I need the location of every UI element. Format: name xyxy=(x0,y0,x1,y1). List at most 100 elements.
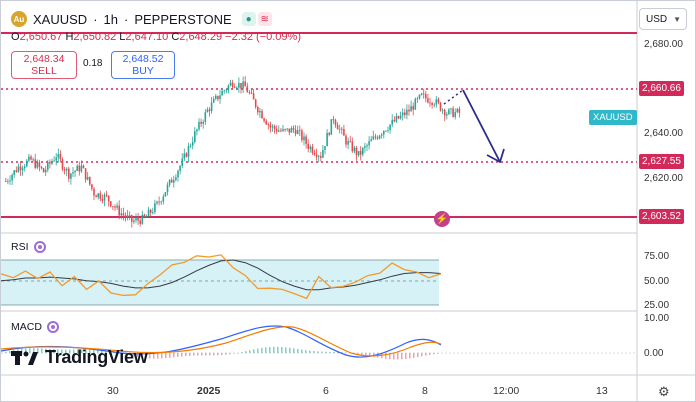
candle-body xyxy=(187,146,190,157)
candle-body xyxy=(233,86,236,88)
candle-body xyxy=(131,215,133,222)
price-label-support[interactable]: 2,627.55 xyxy=(639,154,684,169)
candle-body xyxy=(244,81,246,87)
macd-histogram-bar xyxy=(73,349,75,353)
rsi-pane-label[interactable]: RSI xyxy=(11,241,46,253)
sell-button[interactable]: 2,648.34 SELL xyxy=(11,51,77,79)
candle-body xyxy=(236,87,238,89)
candle-body xyxy=(7,181,9,183)
candle-body xyxy=(328,132,330,135)
macd-histogram-bar xyxy=(433,353,435,355)
candle-body xyxy=(240,82,242,89)
candle-body xyxy=(427,98,429,103)
candle-body xyxy=(78,165,81,172)
candle-body xyxy=(311,146,314,153)
candle-body xyxy=(164,192,167,197)
price-label-bottom[interactable]: 2,603.52 xyxy=(639,209,684,224)
symbol-price-tag: XAUUSD xyxy=(589,110,637,125)
indicator-settings-icon[interactable] xyxy=(33,241,46,253)
macd-histogram-bar xyxy=(173,353,175,358)
market-open-icon[interactable]: ● xyxy=(241,12,256,26)
macd-histogram-bar xyxy=(197,353,199,356)
candle-body xyxy=(61,159,64,170)
gear-icon[interactable]: ⚙ xyxy=(658,384,670,399)
candle-body xyxy=(154,203,156,212)
indicator-settings-icon[interactable] xyxy=(46,321,59,333)
candle-body xyxy=(439,102,442,111)
macd-histogram-bar xyxy=(265,347,267,353)
candle-body xyxy=(95,195,97,198)
lightning-icon[interactable]: ⚡ xyxy=(434,211,450,227)
candle-body xyxy=(296,130,299,134)
candle-body xyxy=(57,153,60,158)
macd-histogram-bar xyxy=(429,353,431,355)
macd-histogram-bar xyxy=(401,353,403,360)
candle-body xyxy=(122,213,125,216)
currency-selector[interactable]: USD ▼ xyxy=(639,8,687,30)
macd-histogram-bar xyxy=(425,353,427,356)
candle-body xyxy=(267,124,270,126)
macd-histogram-bar xyxy=(277,346,279,353)
candle-body xyxy=(334,120,337,126)
macd-histogram-bar xyxy=(337,352,339,353)
interval-label[interactable]: 1h xyxy=(103,11,118,27)
candle-body xyxy=(271,126,274,128)
candle-body xyxy=(204,112,207,122)
candle-body xyxy=(393,119,396,122)
macd-histogram-bar xyxy=(57,349,59,353)
candle-body xyxy=(359,151,362,155)
candle-body xyxy=(202,121,204,124)
rsi-label: RSI xyxy=(11,241,29,253)
macd-histogram-bar xyxy=(305,350,307,353)
macd-histogram-bar xyxy=(97,349,99,353)
macd-histogram-bar xyxy=(93,349,95,353)
macd-histogram-bar xyxy=(89,349,91,353)
macd-histogram-bar xyxy=(365,353,367,356)
candle-body xyxy=(294,129,297,134)
projection-dotted-line[interactable] xyxy=(443,89,464,105)
candle-body xyxy=(126,215,129,218)
candle-body xyxy=(380,134,383,136)
candle-body xyxy=(93,188,95,196)
macd-histogram-bar xyxy=(37,348,39,353)
candle-body xyxy=(301,130,303,141)
macd-histogram-bar xyxy=(61,349,63,353)
macd-pane-label[interactable]: MACD xyxy=(11,321,59,333)
candle-body xyxy=(286,128,288,130)
macd-histogram-bar xyxy=(405,353,407,359)
macd-histogram-bar xyxy=(261,347,263,353)
candle-body xyxy=(435,99,438,105)
candle-body xyxy=(284,129,286,130)
candle-body xyxy=(357,151,360,156)
candle-body xyxy=(44,169,47,173)
session-icon[interactable]: ≋ xyxy=(257,12,272,26)
candle-body xyxy=(345,135,347,145)
time-tick: 13 xyxy=(596,385,608,397)
candle-body xyxy=(156,201,158,204)
candle-body xyxy=(162,196,165,202)
candle-body xyxy=(425,93,427,99)
candle-body xyxy=(175,177,177,180)
symbol-header[interactable]: Au XAUUSD · 1h · PEPPERSTONE ● ≋ xyxy=(11,9,272,29)
candle-body xyxy=(28,156,30,161)
candle-body xyxy=(227,85,230,90)
broker-name: PEPPERSTONE xyxy=(134,11,232,27)
candle-body xyxy=(313,152,316,155)
candle-body xyxy=(114,206,116,208)
buy-button[interactable]: 2,648.52 BUY xyxy=(111,51,175,79)
candle-body xyxy=(116,205,118,208)
macd-histogram-bar xyxy=(177,353,179,357)
candle-body xyxy=(441,109,444,111)
candle-body xyxy=(21,168,24,171)
macd-histogram-bar xyxy=(249,350,251,353)
candle-body xyxy=(395,116,398,122)
projection-arrow-line[interactable] xyxy=(462,89,501,163)
candle-body xyxy=(160,201,162,203)
macd-histogram-bar xyxy=(205,353,207,356)
candle-body xyxy=(107,195,110,202)
candle-body xyxy=(221,90,223,96)
candle-body xyxy=(118,205,120,216)
candle-body xyxy=(55,157,57,161)
price-label-resistance[interactable]: 2,660.66 xyxy=(639,81,684,96)
